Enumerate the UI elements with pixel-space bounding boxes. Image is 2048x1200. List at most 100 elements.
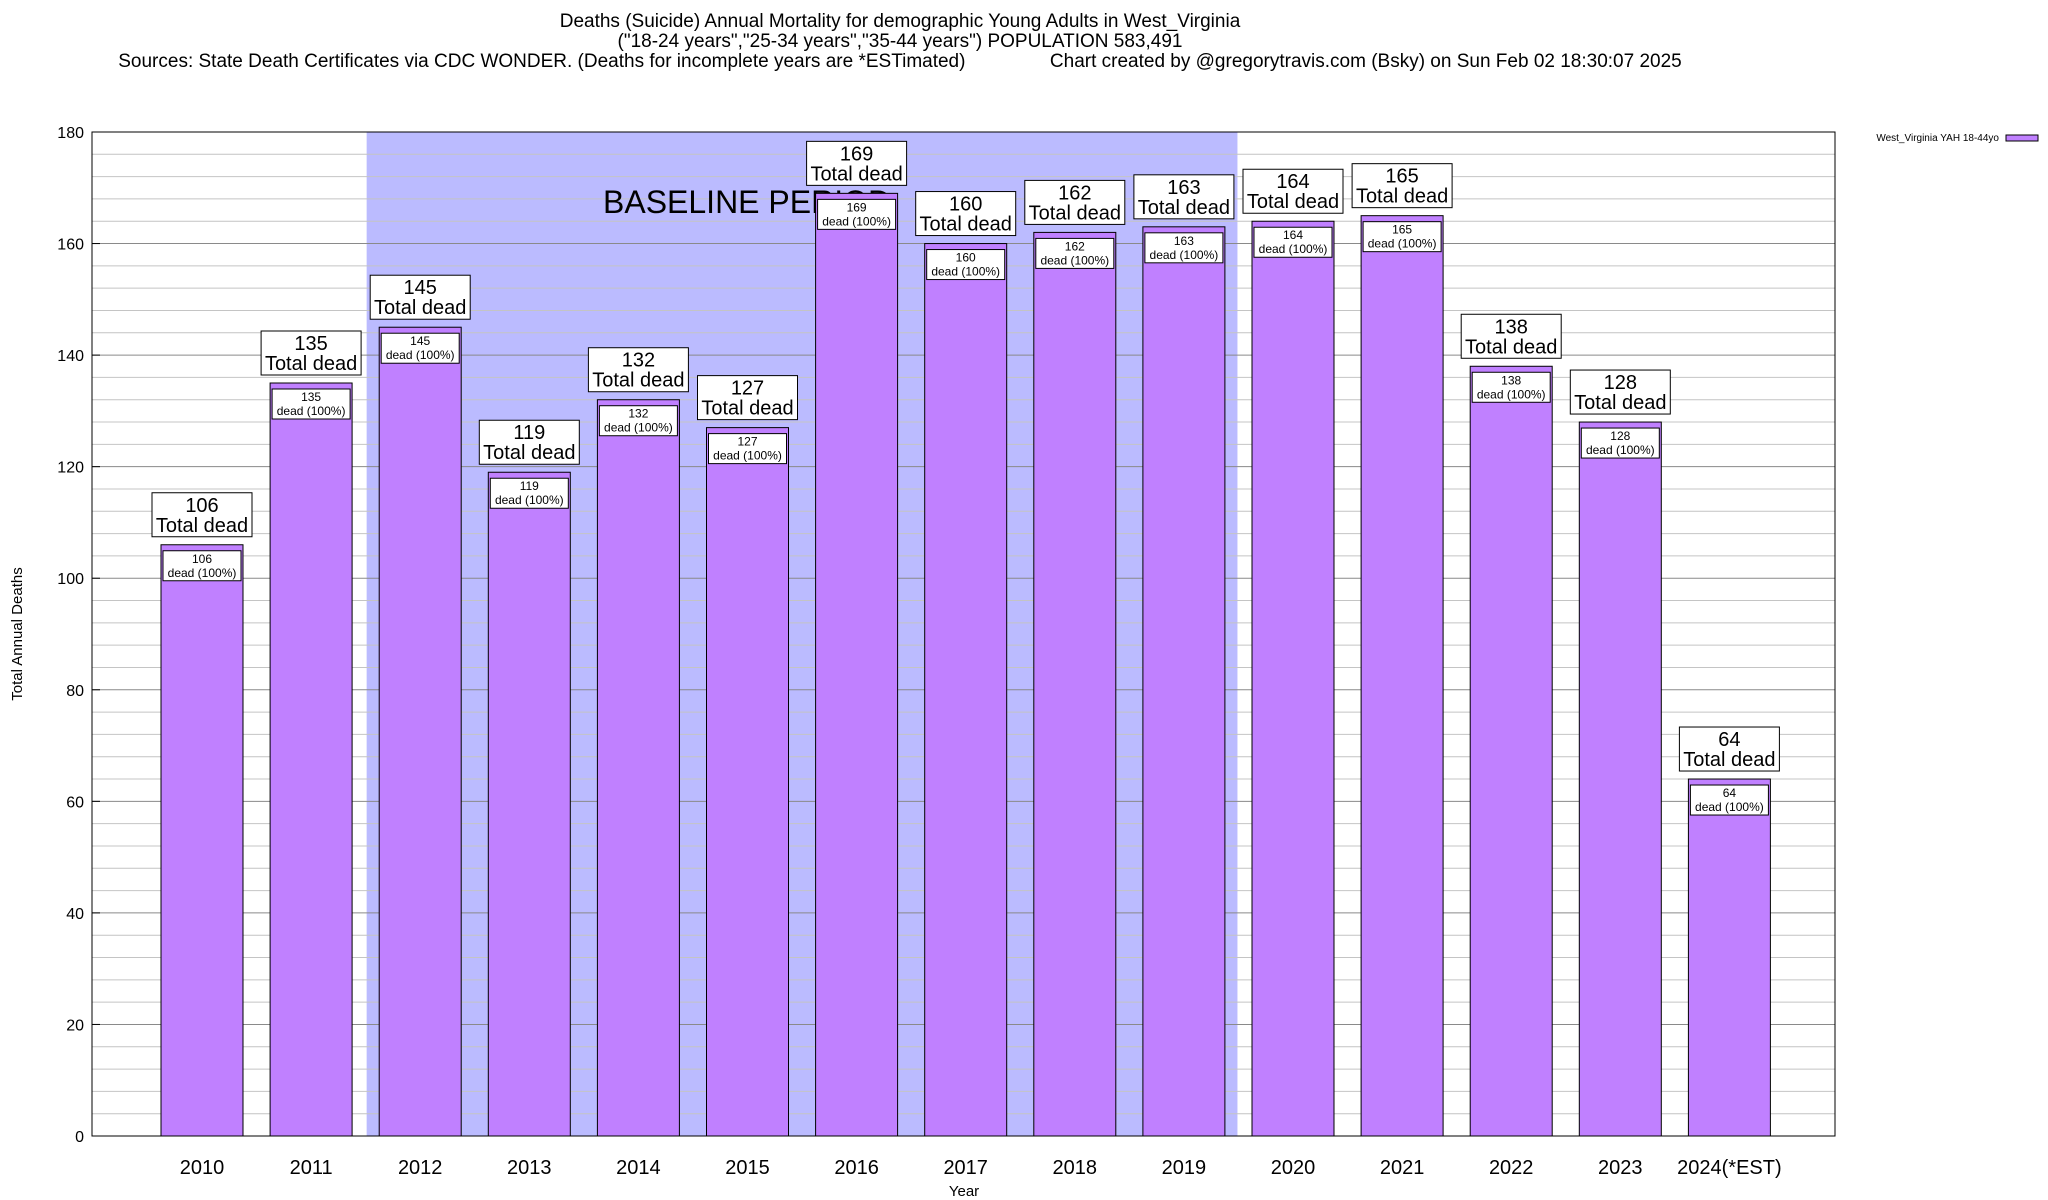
inner-label-box (1689, 784, 1769, 816)
x-tick-label: 2013 (507, 1157, 552, 1179)
total-label-box (1351, 163, 1453, 209)
inner-label-box (489, 477, 569, 509)
x-axis-label: Year (949, 1183, 979, 1200)
plot-border (91, 131, 1836, 1137)
x-tick-label: 2024(*EST) (1677, 1157, 1782, 1179)
inner-dead-label: dead (100%) (386, 348, 455, 362)
y-tick-label: 40 (66, 906, 84, 923)
bar (706, 427, 789, 1137)
total-dead-label: Total dead (265, 353, 357, 375)
total-value-label: 138 (1495, 316, 1528, 338)
total-value-label: 145 (404, 277, 437, 299)
total-label-box (1569, 369, 1671, 415)
total-label-box (151, 492, 253, 538)
x-tick-label: 2021 (1380, 1157, 1425, 1179)
legend-label: West_Virginia YAH 18-44yo (1876, 133, 1999, 144)
x-tick-label: 2018 (1053, 1157, 1098, 1179)
inner-label-box (1035, 237, 1115, 269)
inner-dead-label: dead (100%) (1695, 800, 1764, 814)
total-value-label: 127 (731, 378, 764, 400)
inner-value-label: 145 (410, 334, 430, 348)
inner-value-label: 165 (1392, 223, 1412, 237)
inner-value-label: 138 (1501, 373, 1521, 387)
inner-dead-label: dead (100%) (1040, 253, 1109, 267)
inner-value-label: 64 (1723, 786, 1737, 800)
bar (160, 544, 244, 1137)
bar (1578, 421, 1662, 1137)
inner-label-box (598, 405, 678, 437)
inner-label-box (1144, 232, 1224, 264)
inner-label-box (271, 388, 351, 420)
inner-value-label: 162 (1065, 239, 1085, 253)
total-value-label: 106 (185, 495, 218, 517)
inner-dead-label: dead (100%) (822, 214, 891, 228)
inner-label-box (1580, 427, 1660, 459)
total-dead-label: Total dead (1247, 191, 1339, 213)
total-dead-label: Total dead (920, 214, 1012, 236)
chart-title-line-1: Deaths (Suicide) Annual Mortality for de… (559, 11, 1241, 32)
y-tick-label: 0 (75, 1129, 84, 1146)
y-tick-label: 20 (66, 1017, 84, 1034)
inner-value-label: 132 (628, 407, 648, 421)
total-label-box (260, 330, 362, 376)
inner-dead-label: dead (100%) (1259, 242, 1328, 256)
x-tick-label: 2015 (725, 1157, 770, 1179)
total-dead-label: Total dead (1465, 336, 1557, 358)
y-tick-label: 180 (57, 125, 84, 142)
bar (815, 192, 899, 1137)
total-label-box (478, 419, 580, 465)
total-value-label: 128 (1604, 372, 1637, 394)
legend-swatch (2005, 134, 2039, 142)
inner-label-box (817, 198, 897, 230)
total-value-label: 165 (1385, 166, 1418, 188)
total-label-box (1678, 726, 1780, 772)
inner-dead-label: dead (100%) (604, 421, 673, 435)
total-label-box (697, 375, 798, 421)
total-label-box (587, 347, 689, 393)
bar (487, 471, 571, 1137)
total-value-label: 160 (949, 194, 982, 216)
total-value-label: 132 (622, 350, 655, 372)
chart-title-line-2: ("18-24 years","25-34 years","35-44 year… (617, 31, 1183, 52)
inner-value-label: 135 (301, 390, 321, 404)
inner-dead-label: dead (100%) (168, 566, 237, 580)
total-label-box (915, 191, 1017, 237)
x-tick-label: 2022 (1489, 1157, 1534, 1179)
total-dead-label: Total dead (1683, 749, 1775, 771)
inner-value-label: 164 (1283, 228, 1303, 242)
x-tick-label: 2019 (1162, 1157, 1207, 1179)
inner-value-label: 106 (192, 552, 212, 566)
inner-value-label: 128 (1610, 429, 1630, 443)
inner-dead-label: dead (100%) (931, 265, 1000, 279)
total-value-label: 119 (513, 422, 545, 444)
inner-label-box (162, 550, 242, 582)
total-label-box (1024, 179, 1126, 225)
inner-dead-label: dead (100%) (1368, 237, 1437, 251)
y-tick-label: 120 (57, 460, 84, 477)
total-dead-label: Total dead (1356, 186, 1448, 208)
total-value-label: 135 (294, 333, 327, 355)
total-label-box (369, 274, 471, 320)
inner-dead-label: dead (100%) (713, 449, 782, 463)
x-tick-label: 2011 (290, 1157, 333, 1179)
total-dead-label: Total dead (374, 297, 466, 319)
bar (596, 399, 680, 1137)
inner-value-label: 127 (737, 435, 757, 449)
total-value-label: 164 (1276, 171, 1309, 193)
bar (1469, 365, 1553, 1137)
x-tick-label: 2020 (1271, 1157, 1316, 1179)
total-dead-label: Total dead (156, 515, 248, 537)
total-dead-label: Total dead (1138, 197, 1230, 219)
total-value-label: 64 (1718, 729, 1740, 751)
bar (1033, 231, 1117, 1137)
x-tick-label: 2014 (616, 1157, 661, 1179)
y-tick-label: 80 (66, 683, 84, 700)
total-label-box (806, 140, 908, 186)
x-tick-label: 2016 (834, 1157, 879, 1179)
bar (1687, 778, 1771, 1137)
total-dead-label: Total dead (701, 398, 793, 420)
inner-label-box (1471, 371, 1551, 403)
total-value-label: 169 (840, 143, 873, 165)
total-dead-label: Total dead (1574, 392, 1666, 414)
